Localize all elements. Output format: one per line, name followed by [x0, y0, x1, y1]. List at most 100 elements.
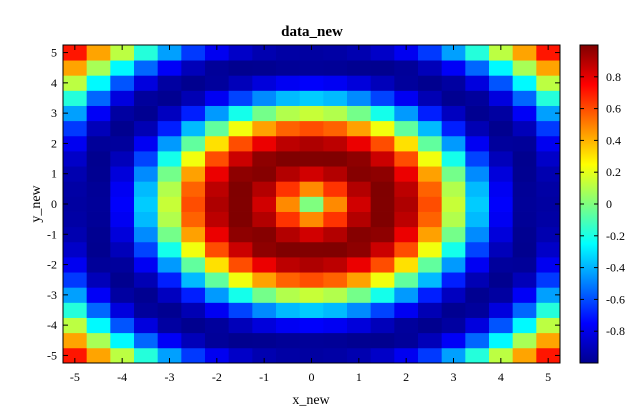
- heatmap-cell: [465, 196, 490, 212]
- y-tick-label: -4: [47, 318, 57, 332]
- heatmap-cell: [370, 196, 395, 212]
- heatmap-cell: [299, 226, 324, 243]
- heatmap-cell: [536, 60, 561, 76]
- heatmap-cell: [299, 135, 324, 152]
- heatmap-cell: [465, 90, 490, 106]
- heatmap-cell: [205, 135, 230, 152]
- heatmap-cell: [512, 302, 537, 318]
- heatmap-cell: [299, 120, 324, 137]
- x-tick-label: 3: [451, 370, 457, 384]
- heatmap-cell: [418, 317, 443, 334]
- heatmap-cell: [181, 90, 206, 106]
- heatmap-cell: [347, 257, 372, 273]
- heatmap-cell: [86, 181, 111, 197]
- heatmap-cell: [228, 272, 253, 288]
- heatmap-cell: [394, 45, 419, 61]
- heatmap-cell: [252, 302, 277, 318]
- heatmap-cell: [205, 60, 230, 76]
- heatmap-cell: [86, 347, 111, 364]
- heatmap-cell: [394, 257, 419, 273]
- x-tick-label: 1: [356, 370, 362, 384]
- heatmap-cell: [181, 151, 206, 167]
- heatmap-cell: [370, 75, 395, 91]
- heatmap-cell: [370, 317, 395, 334]
- heatmap-cell: [63, 151, 88, 167]
- heatmap-cell: [276, 120, 301, 137]
- heatmap-cell: [276, 60, 301, 76]
- heatmap-cell: [441, 196, 466, 212]
- heatmap-cell: [512, 347, 537, 364]
- heatmap-cell: [536, 332, 561, 349]
- heatmap-cell: [536, 105, 561, 122]
- heatmap-cell: [441, 211, 466, 228]
- heatmap-cell: [370, 241, 395, 258]
- heatmap-cell: [228, 120, 253, 137]
- heatmap-cell: [63, 181, 88, 197]
- heatmap-cell: [347, 120, 372, 137]
- y-axis-label: y_new: [29, 184, 44, 222]
- heatmap-cell: [394, 302, 419, 318]
- heatmap-cell: [441, 347, 466, 364]
- heatmap-cell: [418, 135, 443, 152]
- heatmap-cell: [512, 90, 537, 106]
- y-tick-label: 1: [51, 167, 57, 181]
- heatmap-cell: [418, 257, 443, 273]
- heatmap-cell: [157, 196, 182, 212]
- heatmap-cell: [252, 60, 277, 76]
- heatmap-cell: [157, 151, 182, 167]
- heatmap-cell: [347, 347, 372, 364]
- heatmap-cell: [323, 317, 348, 334]
- heatmap-cell: [512, 196, 537, 212]
- heatmap-cell: [489, 75, 514, 91]
- y-tick-label: 0: [51, 197, 57, 211]
- heatmap-cell: [394, 166, 419, 182]
- heatmap-cell: [323, 75, 348, 91]
- heatmap-cell: [394, 332, 419, 349]
- heatmap-cell: [205, 317, 230, 334]
- heatmap-cell: [418, 166, 443, 182]
- heatmap-cell: [347, 105, 372, 122]
- heatmap-cell: [276, 105, 301, 122]
- heatmap-cell: [205, 166, 230, 182]
- heatmap-cell: [157, 226, 182, 243]
- heatmap-cell: [370, 105, 395, 122]
- heatmap-cell: [86, 257, 111, 273]
- heatmap-cell: [86, 105, 111, 122]
- heatmap-cell: [512, 181, 537, 197]
- heatmap-cell: [323, 135, 348, 152]
- heatmap-cell: [205, 151, 230, 167]
- heatmap-cell: [489, 302, 514, 318]
- heatmap-cell: [418, 272, 443, 288]
- heatmap-cell: [252, 196, 277, 212]
- heatmap-cell: [63, 105, 88, 122]
- heatmap-cell: [157, 120, 182, 137]
- heatmap-cell: [86, 287, 111, 303]
- heatmap-cell: [418, 75, 443, 91]
- heatmap-cell: [299, 317, 324, 334]
- heatmap-cell: [252, 120, 277, 137]
- heatmap-cell: [181, 317, 206, 334]
- heatmap-cell: [110, 60, 135, 76]
- heatmap-cell: [441, 151, 466, 167]
- heatmap-cell: [536, 135, 561, 152]
- heatmap-cell: [370, 257, 395, 273]
- heatmap-cell: [512, 45, 537, 61]
- heatmap-cell: [489, 287, 514, 303]
- heatmap-cell: [418, 120, 443, 137]
- heatmap-cell: [181, 105, 206, 122]
- heatmap-cell: [536, 241, 561, 258]
- heatmap-cell: [465, 181, 490, 197]
- heatmap-cell: [157, 272, 182, 288]
- heatmap-cell: [323, 120, 348, 137]
- heatmap-cell: [489, 181, 514, 197]
- heatmap-cell: [252, 317, 277, 334]
- heatmap-cell: [252, 257, 277, 273]
- heatmap-cell: [418, 45, 443, 61]
- heatmap-cell: [86, 196, 111, 212]
- heatmap-cell: [228, 211, 253, 228]
- heatmap-cell: [299, 105, 324, 122]
- heatmap-cell: [489, 60, 514, 76]
- heatmap-cell: [489, 257, 514, 273]
- heatmap-cell: [110, 90, 135, 106]
- heatmap-cell: [228, 317, 253, 334]
